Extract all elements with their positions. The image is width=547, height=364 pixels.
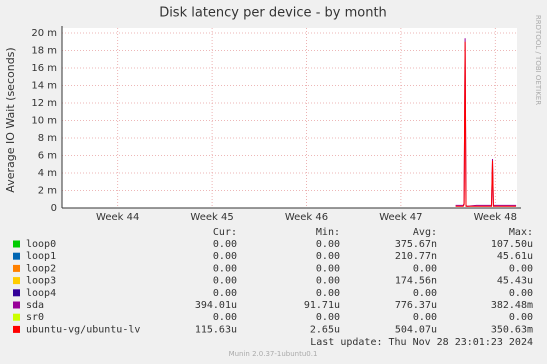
legend-value: 0.00: [413, 263, 437, 274]
legend-value: 2.65u: [310, 324, 340, 335]
y-tick-label: 16 m: [31, 63, 57, 74]
legend-label: ubuntu-vg/ubuntu-lv: [26, 324, 140, 335]
y-tick-label: 12 m: [31, 98, 57, 109]
legend-value: 0.00: [413, 312, 437, 323]
legend-value: 45.43u: [497, 276, 533, 287]
legend-value: 0.00: [509, 263, 533, 274]
legend-swatch: [13, 252, 20, 260]
legend-value: 776.37u: [395, 300, 437, 311]
legend-value: 0.00: [213, 312, 237, 323]
y-tick-label: 4 m: [38, 168, 57, 179]
y-tick-label: 20 m: [31, 28, 57, 39]
x-tick-label: Week 44: [96, 212, 139, 223]
legend-swatch: [13, 325, 20, 333]
legend-value: 0.00: [316, 251, 340, 262]
legend-value: 0.00: [213, 239, 237, 250]
y-tick-label: 14 m: [31, 81, 57, 92]
x-tick-label: Week 48: [474, 212, 517, 223]
y-tick-label: 10 m: [31, 116, 57, 127]
legend-swatch: [13, 289, 20, 297]
legend-label: loop4: [26, 288, 56, 299]
legend-value: 0.00: [213, 263, 237, 274]
legend-value: 0.00: [316, 276, 340, 287]
legend-label: loop3: [26, 276, 56, 287]
legend-swatch: [13, 277, 20, 285]
legend-value: 0.00: [213, 288, 237, 299]
legend-value: 0.00: [213, 276, 237, 287]
plot-area: [62, 28, 517, 208]
legend-value: 394.01u: [195, 300, 237, 311]
y-tick-label: 6 m: [38, 151, 57, 162]
legend-label: sda: [26, 300, 44, 311]
y-axis-label: Average IO Wait (seconds): [4, 47, 17, 192]
legend-header: Avg:: [413, 227, 437, 238]
legend-value: 0.00: [413, 288, 437, 299]
x-tick-label: Week 47: [379, 212, 422, 223]
legend-value: 0.00: [213, 251, 237, 262]
legend-value: 107.50u: [491, 239, 533, 250]
x-tick-label: Week 45: [190, 212, 233, 223]
y-tick-label: 0: [51, 203, 57, 214]
series-line: [455, 41, 517, 207]
legend-value: 210.77n: [395, 251, 437, 262]
x-tick-label: Week 46: [285, 212, 328, 223]
legend-swatch: [13, 240, 20, 248]
side-note: RRDTOOL / TOBI OETIKER: [534, 15, 542, 105]
legend-value: 0.00: [509, 288, 533, 299]
footer: Munin 2.0.37-1ubuntu0.1: [229, 350, 318, 358]
legend-value: 0.00: [316, 312, 340, 323]
legend-value: 45.61u: [497, 251, 533, 262]
legend-value: 115.63u: [195, 324, 237, 335]
legend-swatch: [13, 264, 20, 272]
legend-header: Max:: [509, 227, 533, 238]
legend-label: loop1: [26, 251, 56, 262]
legend-label: loop0: [26, 239, 56, 250]
last-update: Last update: Thu Nov 28 23:01:23 2024: [310, 337, 533, 348]
legend-label: loop2: [26, 263, 56, 274]
legend-swatch: [13, 313, 20, 321]
legend-value: 0.00: [316, 239, 340, 250]
legend-value: 375.67n: [395, 239, 437, 250]
chart-title: Disk latency per device - by month: [159, 6, 387, 21]
legend-value: 174.56n: [395, 276, 437, 287]
legend-value: 0.00: [316, 288, 340, 299]
legend-value: 504.07u: [395, 324, 437, 335]
y-tick-label: 2 m: [38, 186, 57, 197]
legend-value: 382.48m: [491, 300, 533, 311]
legend-value: 0.00: [509, 312, 533, 323]
legend-swatch: [13, 301, 20, 309]
legend-value: 0.00: [316, 263, 340, 274]
legend-header: Min:: [316, 227, 340, 238]
legend-header: Cur:: [213, 227, 237, 238]
y-tick-label: 18 m: [31, 46, 57, 57]
legend-value: 350.63m: [491, 324, 533, 335]
y-tick-label: 8 m: [38, 133, 57, 144]
legend-value: 91.71u: [304, 300, 340, 311]
legend-label: sr0: [26, 312, 44, 323]
